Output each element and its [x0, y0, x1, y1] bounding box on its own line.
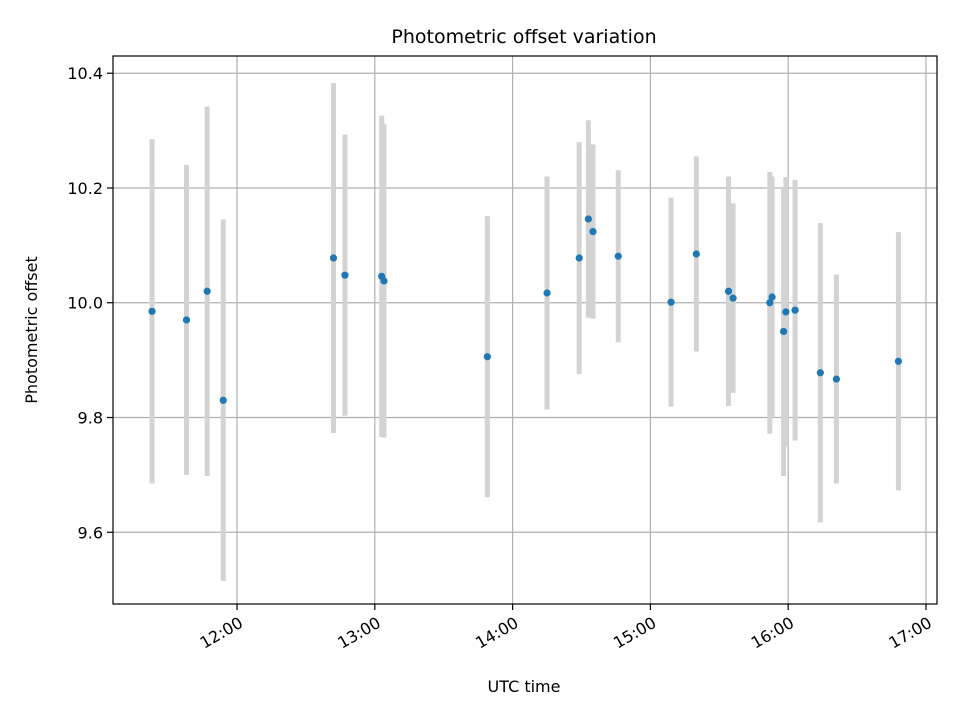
y-axis-ticks: 9.6 9.8 10.0 10.2 10.4	[67, 64, 113, 542]
data-point	[575, 254, 583, 262]
x-tick-label: 13:00	[334, 613, 383, 653]
x-axis-label: UTC time	[488, 677, 561, 696]
x-tick-label: 14:00	[472, 613, 521, 653]
data-point	[584, 215, 592, 223]
data-point	[380, 277, 388, 285]
y-tick-label: 9.6	[78, 523, 103, 542]
data-point	[329, 254, 338, 262]
chart-title: Photometric offset variation	[391, 26, 656, 48]
data-point	[614, 252, 622, 260]
data-point	[219, 396, 227, 404]
data-point	[483, 353, 491, 361]
data-point	[667, 298, 675, 306]
plot-frame	[112, 55, 938, 605]
y-tick-label: 9.8	[78, 409, 103, 428]
x-tick-label: 12:00	[197, 613, 246, 653]
data-point	[779, 327, 788, 336]
y-tick-label: 10.0	[67, 294, 103, 313]
data-point	[816, 369, 824, 377]
data-point	[203, 287, 211, 295]
data-point	[724, 287, 733, 295]
data-point	[766, 299, 774, 307]
data-point	[729, 294, 737, 302]
data-points	[148, 215, 903, 404]
x-tick-label: 17:00	[886, 613, 935, 653]
y-tick-label: 10.2	[67, 179, 103, 198]
data-point	[768, 293, 776, 301]
y-axis-label: Photometric offset	[22, 256, 41, 404]
x-tick-label: 16:00	[748, 613, 797, 653]
data-point	[148, 307, 156, 315]
data-point	[692, 250, 700, 258]
data-point	[894, 357, 903, 365]
data-point	[782, 308, 790, 316]
grid-lines	[113, 56, 937, 604]
data-point	[182, 316, 191, 324]
data-point	[341, 271, 349, 279]
data-point	[543, 289, 551, 297]
data-point	[832, 375, 841, 383]
data-point	[589, 227, 597, 236]
x-axis-ticks: 12:00 13:00 14:00 15:00 16:00 17:00	[197, 604, 935, 653]
y-tick-label: 10.4	[67, 64, 103, 83]
data-point	[791, 306, 799, 314]
x-tick-label: 15:00	[610, 613, 659, 653]
